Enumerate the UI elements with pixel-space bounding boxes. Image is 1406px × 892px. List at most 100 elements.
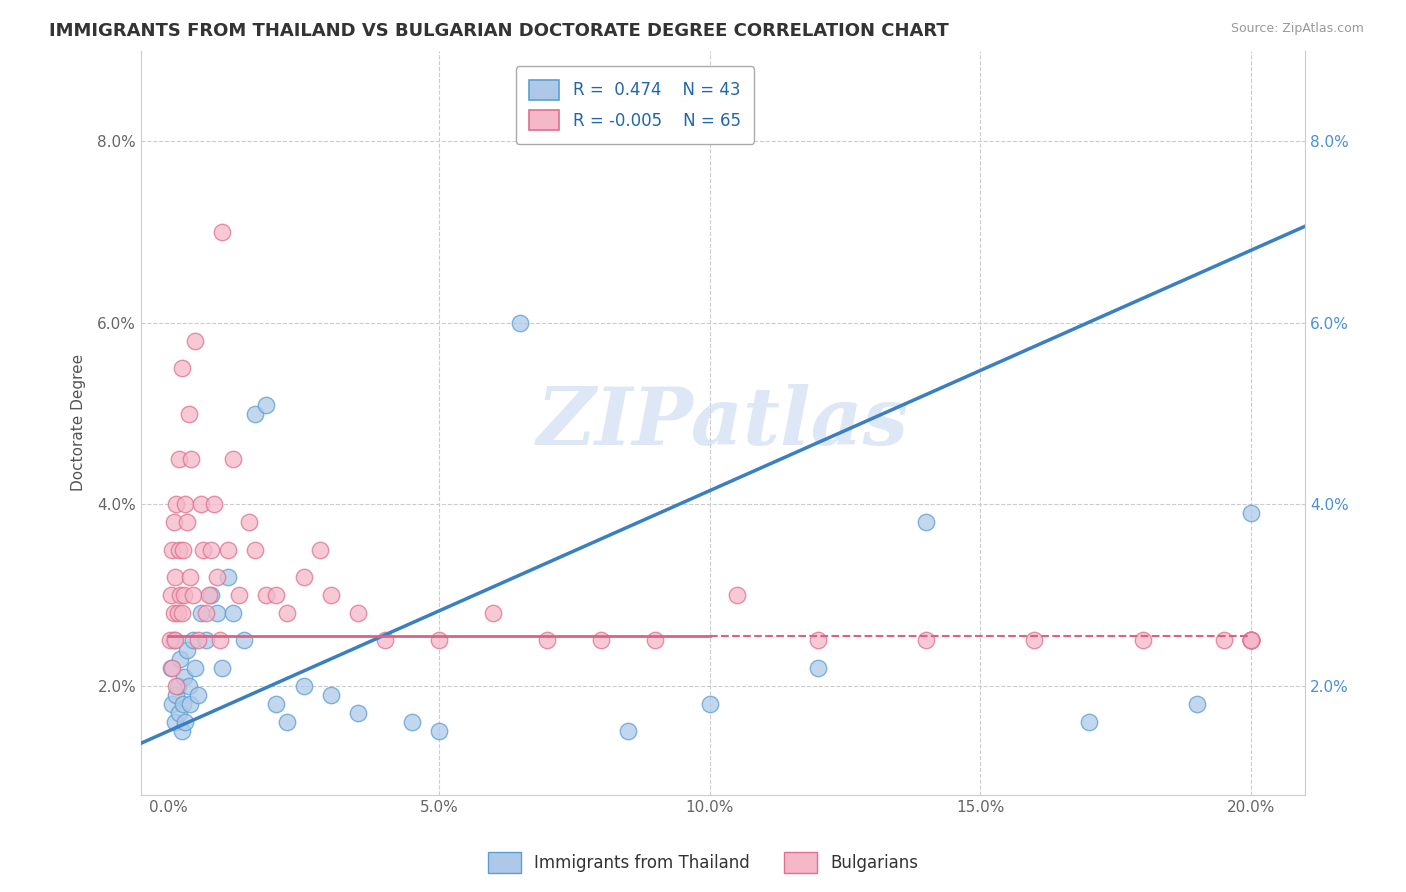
Point xyxy=(725,588,748,602)
Point xyxy=(228,588,250,602)
Point xyxy=(173,588,195,602)
Point xyxy=(374,633,396,648)
Point xyxy=(276,606,298,620)
Point xyxy=(195,606,218,620)
Legend: R =  0.474    N = 43, R = -0.005    N = 65: R = 0.474 N = 43, R = -0.005 N = 65 xyxy=(516,66,754,144)
Point xyxy=(190,606,212,620)
Point xyxy=(1240,507,1263,521)
Point xyxy=(176,516,198,530)
Point xyxy=(211,225,233,239)
Point xyxy=(401,715,423,730)
Point xyxy=(176,642,198,657)
Point xyxy=(617,724,640,739)
Point xyxy=(174,715,197,730)
Point xyxy=(266,697,288,711)
Point xyxy=(195,633,218,648)
Point xyxy=(170,724,193,739)
Text: IMMIGRANTS FROM THAILAND VS BULGARIAN DOCTORATE DEGREE CORRELATION CHART: IMMIGRANTS FROM THAILAND VS BULGARIAN DO… xyxy=(49,22,949,40)
Point xyxy=(172,542,194,557)
Point xyxy=(807,633,830,648)
Legend: Immigrants from Thailand, Bulgarians: Immigrants from Thailand, Bulgarians xyxy=(481,846,925,880)
Point xyxy=(217,542,239,557)
Point xyxy=(167,452,190,467)
Point xyxy=(1077,715,1099,730)
Point xyxy=(308,542,330,557)
Point xyxy=(915,633,938,648)
Point xyxy=(165,570,187,584)
Point xyxy=(1240,633,1263,648)
Point xyxy=(202,497,225,511)
Point xyxy=(591,633,613,648)
Point xyxy=(163,715,186,730)
Point xyxy=(1132,633,1154,648)
Point xyxy=(482,606,505,620)
Point xyxy=(238,516,260,530)
Point xyxy=(346,606,368,620)
Point xyxy=(222,606,245,620)
Point xyxy=(807,661,830,675)
Point xyxy=(159,633,181,648)
Point xyxy=(187,688,209,702)
Point xyxy=(167,606,190,620)
Point xyxy=(254,588,277,602)
Point xyxy=(181,633,204,648)
Point xyxy=(179,697,201,711)
Point xyxy=(190,497,212,511)
Point xyxy=(205,606,228,620)
Point xyxy=(160,661,183,675)
Point xyxy=(243,542,266,557)
Point xyxy=(243,407,266,421)
Point xyxy=(160,661,183,675)
Point xyxy=(187,633,209,648)
Point xyxy=(165,679,187,693)
Point xyxy=(170,606,193,620)
Point xyxy=(1240,633,1263,648)
Point xyxy=(217,570,239,584)
Point xyxy=(915,516,938,530)
Point xyxy=(197,588,219,602)
Point xyxy=(222,452,245,467)
Point xyxy=(1024,633,1046,648)
Point xyxy=(165,688,187,702)
Point xyxy=(200,542,222,557)
Point xyxy=(173,670,195,684)
Point xyxy=(165,497,187,511)
Point xyxy=(536,633,558,648)
Point xyxy=(1212,633,1234,648)
Point xyxy=(509,316,531,330)
Y-axis label: Doctorate Degree: Doctorate Degree xyxy=(72,354,86,491)
Text: ZIPatlas: ZIPatlas xyxy=(537,384,910,461)
Point xyxy=(172,697,194,711)
Point xyxy=(292,679,315,693)
Point xyxy=(699,697,721,711)
Point xyxy=(427,633,450,648)
Point xyxy=(162,516,184,530)
Point xyxy=(208,633,231,648)
Point xyxy=(1240,633,1263,648)
Point xyxy=(427,724,450,739)
Point xyxy=(292,570,315,584)
Point xyxy=(167,706,190,720)
Point xyxy=(162,633,184,648)
Point xyxy=(177,407,200,421)
Point xyxy=(205,570,228,584)
Point xyxy=(1240,633,1263,648)
Point xyxy=(1240,633,1263,648)
Point xyxy=(266,588,288,602)
Point xyxy=(1240,633,1263,648)
Point xyxy=(162,606,184,620)
Point xyxy=(184,334,207,348)
Point xyxy=(193,542,215,557)
Point xyxy=(211,661,233,675)
Point xyxy=(160,588,183,602)
Point xyxy=(644,633,666,648)
Point xyxy=(184,661,207,675)
Point xyxy=(1185,697,1208,711)
Point xyxy=(319,688,342,702)
Point xyxy=(233,633,256,648)
Point xyxy=(167,679,190,693)
Point xyxy=(200,588,222,602)
Point xyxy=(180,452,202,467)
Point xyxy=(181,588,204,602)
Point xyxy=(179,570,201,584)
